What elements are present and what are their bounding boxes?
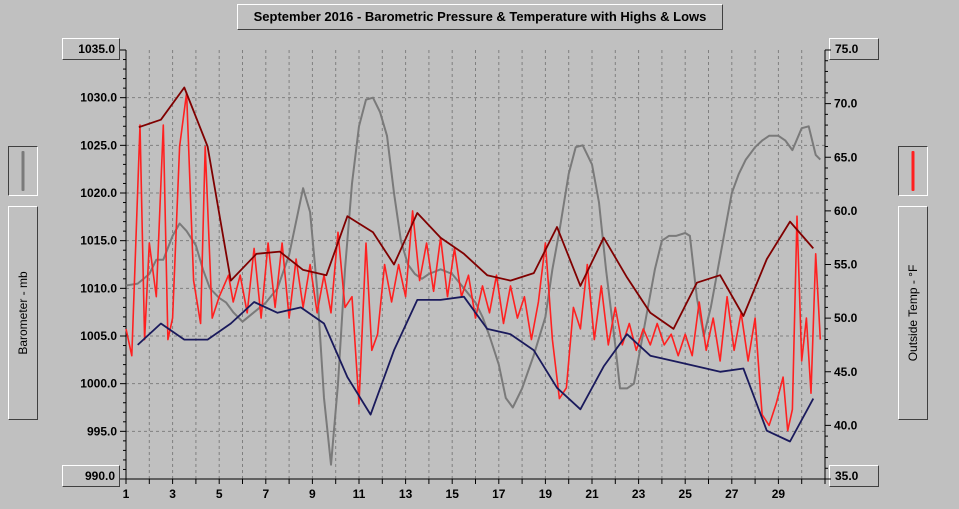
temperature-line-icon: [911, 151, 915, 191]
x-tick-label: 27: [725, 487, 739, 501]
x-tick-label: 19: [539, 487, 553, 501]
y-tick-label-left: 1010.0: [80, 281, 117, 295]
x-tick-label: 11: [353, 487, 366, 501]
y-tick-label-right: 40.0: [834, 418, 858, 432]
y-tick-label-left: 1015.0: [80, 234, 117, 248]
x-tick-label: 17: [492, 487, 506, 501]
y-tick-label-right: 65.0: [834, 150, 858, 164]
x-tick-label: 25: [679, 487, 693, 501]
y-tick-label-right: 55.0: [834, 258, 858, 272]
right-axis-top-value: 75.0: [829, 38, 879, 60]
x-tick-label: 3: [169, 487, 176, 501]
temperature-series-line: [125, 92, 822, 432]
x-tick-label: 13: [399, 487, 413, 501]
y-tick-label-right: 45.0: [834, 365, 858, 379]
barometer-legend-swatch: [8, 146, 38, 196]
y-tick-label-right: 70.0: [834, 97, 858, 111]
y-tick-label-right: 50.0: [834, 311, 858, 325]
x-tick-label: 15: [446, 487, 460, 501]
barometer-series-line: [125, 96, 822, 466]
y-tick-label-left: 1030.0: [80, 91, 117, 105]
right-axis-bottom-value: 35.0: [829, 465, 879, 487]
y-tick-label-right: 60.0: [834, 204, 858, 218]
y-tick-label-left: 1020.0: [80, 186, 117, 200]
barometer-line-icon: [21, 151, 25, 191]
temperature-highs-line: [138, 86, 814, 330]
left-axis-label-box: Barometer - mb: [8, 206, 38, 420]
x-tick-label: 9: [309, 487, 316, 501]
y-tick-label-left: 1025.0: [80, 138, 117, 152]
y-tick-label-left: 995.0: [87, 424, 117, 438]
x-tick-label: 7: [262, 487, 269, 501]
x-tick-label: 21: [585, 487, 599, 501]
left-axis-top-value: 1035.0: [62, 38, 120, 60]
x-tick-label: 5: [216, 487, 223, 501]
y-tick-label-left: 1000.0: [80, 377, 117, 391]
x-tick-label: 29: [772, 487, 786, 501]
chart-title: September 2016 - Barometric Pressure & T…: [237, 4, 723, 30]
x-tick-label: 23: [632, 487, 646, 501]
right-axis-label-box: Outside Temp - °F: [898, 206, 928, 420]
left-axis-bottom-value: 990.0: [62, 465, 120, 487]
x-tick-label: 1: [123, 487, 130, 501]
temperature-lows-line: [137, 295, 815, 443]
y-tick-label-left: 1005.0: [80, 329, 117, 343]
temperature-legend-swatch: [898, 146, 928, 196]
